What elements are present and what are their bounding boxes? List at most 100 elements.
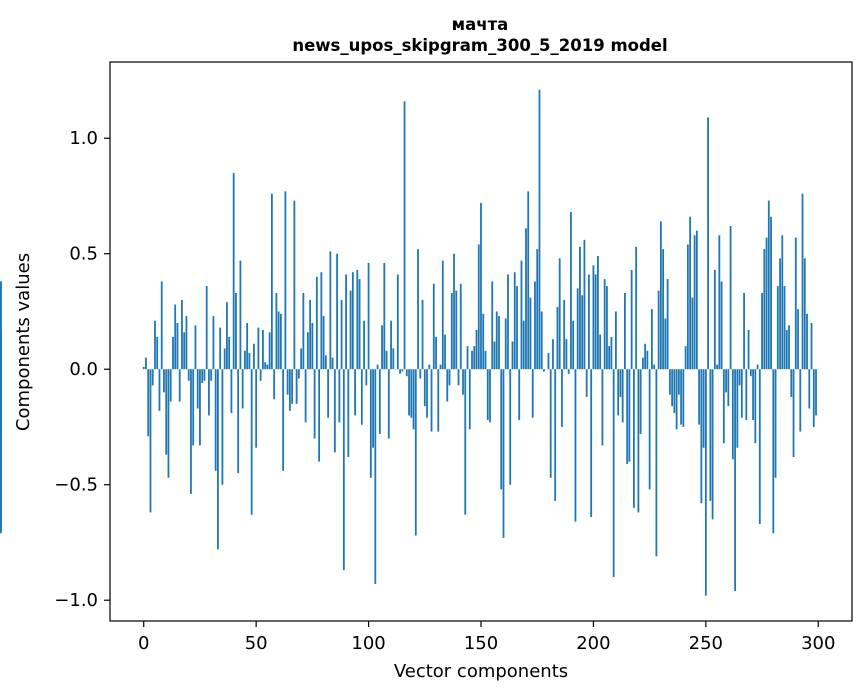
bar <box>641 357 644 370</box>
bar <box>684 346 687 370</box>
bar <box>666 279 669 370</box>
bar <box>806 313 808 370</box>
bar <box>767 200 770 370</box>
bar <box>574 369 577 522</box>
bar <box>504 318 507 370</box>
bar <box>563 299 566 370</box>
bar <box>657 290 660 370</box>
bar <box>309 299 312 370</box>
bar <box>534 281 536 370</box>
chart-title: мачта <box>452 15 509 34</box>
bar <box>187 369 190 381</box>
bar <box>376 364 379 370</box>
bar <box>646 350 649 370</box>
bar <box>749 369 752 377</box>
bar <box>259 369 262 381</box>
bar <box>311 323 314 370</box>
bar <box>621 369 624 423</box>
bar <box>489 369 491 423</box>
bar <box>378 369 381 434</box>
bar <box>675 369 678 430</box>
bar <box>354 369 356 416</box>
bar <box>201 369 204 384</box>
bar <box>713 269 716 370</box>
bar <box>221 369 224 485</box>
bar <box>306 332 309 370</box>
bar <box>255 369 258 448</box>
bar <box>754 369 757 444</box>
bar <box>336 253 338 370</box>
bar <box>606 286 608 370</box>
bar <box>516 286 518 370</box>
bar <box>410 369 413 418</box>
bar <box>275 292 278 370</box>
bar <box>235 292 237 370</box>
bar <box>430 369 433 432</box>
bar <box>736 369 739 448</box>
bar <box>471 350 473 370</box>
bar <box>650 309 653 370</box>
bar <box>698 369 700 425</box>
bar <box>208 369 210 416</box>
bar <box>347 369 350 457</box>
bar <box>576 288 579 370</box>
bar <box>331 357 334 370</box>
bar <box>324 355 327 370</box>
bar <box>428 364 431 370</box>
bar <box>223 348 226 370</box>
bar <box>408 369 410 416</box>
bar <box>727 369 730 407</box>
bar <box>781 235 784 370</box>
bar <box>444 334 446 370</box>
bar <box>549 369 552 478</box>
y-tick-label: −1.0 <box>54 590 98 611</box>
bar <box>349 290 352 370</box>
bar <box>815 369 817 416</box>
bar <box>176 323 179 370</box>
bar <box>509 369 512 485</box>
bar <box>273 369 276 400</box>
bar <box>608 346 611 370</box>
bar <box>761 292 763 370</box>
bar <box>304 369 307 423</box>
bar <box>190 369 192 494</box>
bar <box>531 369 534 418</box>
bar <box>783 286 786 370</box>
bar <box>333 369 336 453</box>
bar <box>154 320 156 370</box>
bar <box>363 320 365 370</box>
bar <box>729 226 732 370</box>
bar <box>808 369 811 409</box>
bar <box>387 369 390 439</box>
x-axis-label: Vector components <box>394 661 568 682</box>
bar <box>725 369 727 393</box>
bar <box>160 281 163 370</box>
bar <box>639 369 642 434</box>
bar <box>590 369 593 518</box>
bar <box>799 369 802 432</box>
bar <box>556 306 559 370</box>
bar <box>612 369 615 578</box>
bar <box>315 276 318 370</box>
bar <box>392 348 395 370</box>
bar <box>624 292 626 370</box>
bar <box>226 302 228 370</box>
bar <box>520 260 523 370</box>
x-tick-label: 200 <box>576 633 610 654</box>
bar <box>0 369 2 531</box>
bar <box>722 369 725 444</box>
bar <box>707 117 709 370</box>
bar <box>205 286 208 370</box>
bar <box>228 336 231 370</box>
bar <box>552 339 554 370</box>
bar <box>399 369 401 374</box>
bar <box>212 316 215 370</box>
bar <box>414 369 417 536</box>
bar <box>628 369 631 462</box>
bar <box>507 274 509 370</box>
bar <box>655 369 658 557</box>
bar <box>417 249 419 370</box>
bar <box>673 369 676 414</box>
bar <box>680 369 683 425</box>
bar <box>367 262 370 370</box>
